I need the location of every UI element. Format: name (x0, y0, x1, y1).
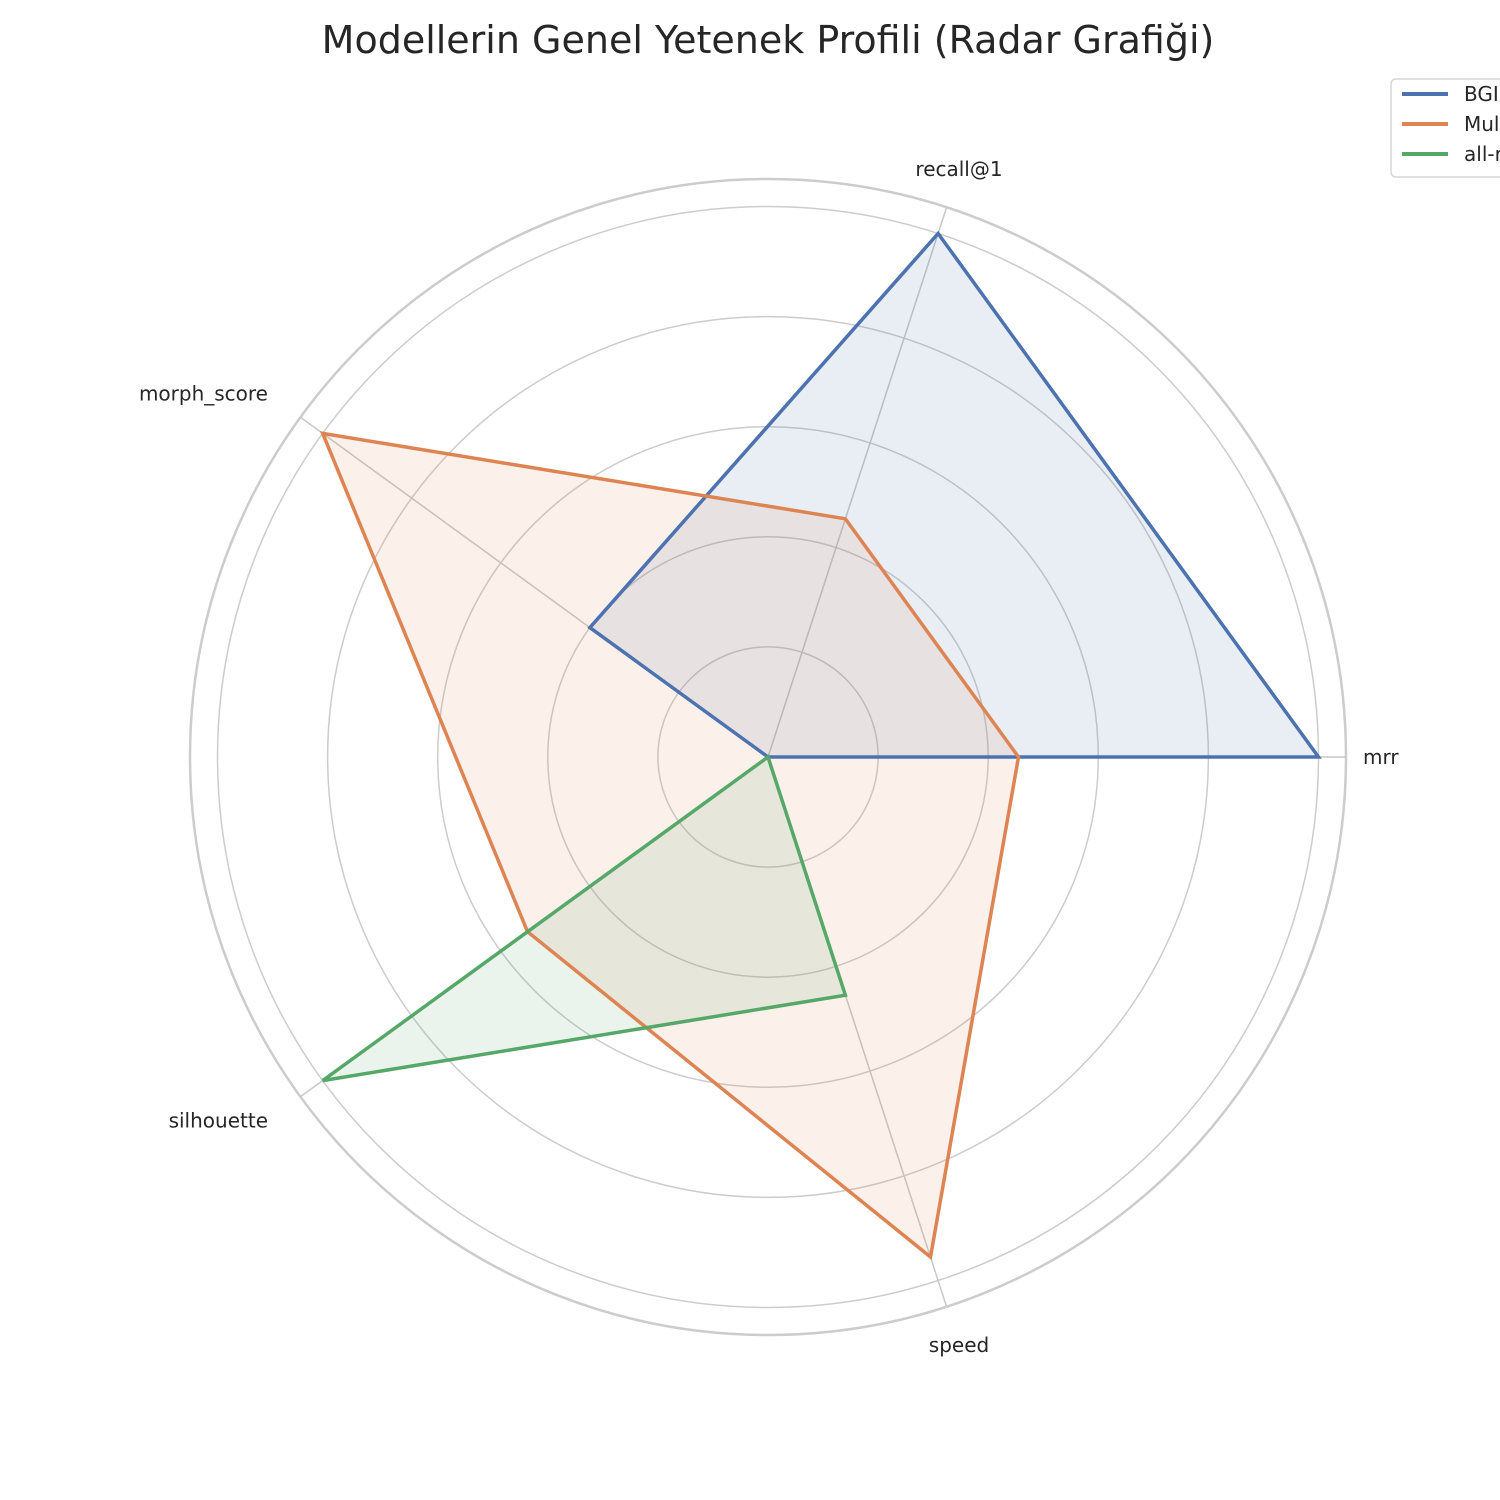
axis-labels: mrr recall@1 morph_score silhouette speed (139, 157, 1399, 1357)
axis-label-recall-1: recall@1 (915, 157, 1002, 181)
series-fill-1 (589, 233, 1319, 757)
axis-label-morph-score: morph_score (139, 382, 268, 406)
series-line-3 (321, 754, 848, 1083)
legend: BGI Mul all-r (1390, 78, 1500, 178)
axis-label-mrr: mrr (1363, 745, 1399, 769)
series-fill-3 (322, 757, 846, 1081)
series-line-1 (587, 230, 1322, 759)
chart-title: Modellerin Genel Yetenek Profili (Radar … (322, 18, 1215, 62)
legend-label-1: BGI (1464, 82, 1499, 106)
series-fill-2 (322, 433, 1019, 1257)
axis-label-speed: speed (929, 1333, 989, 1357)
axis-label-silhouette: silhouette (169, 1108, 268, 1132)
series-line-2 (319, 431, 1021, 1261)
legend-label-3: all-r (1464, 142, 1500, 166)
radar-series (319, 230, 1322, 1261)
spoke-recall@1 (767, 207, 948, 758)
legend-label-2: Mul (1464, 112, 1500, 136)
